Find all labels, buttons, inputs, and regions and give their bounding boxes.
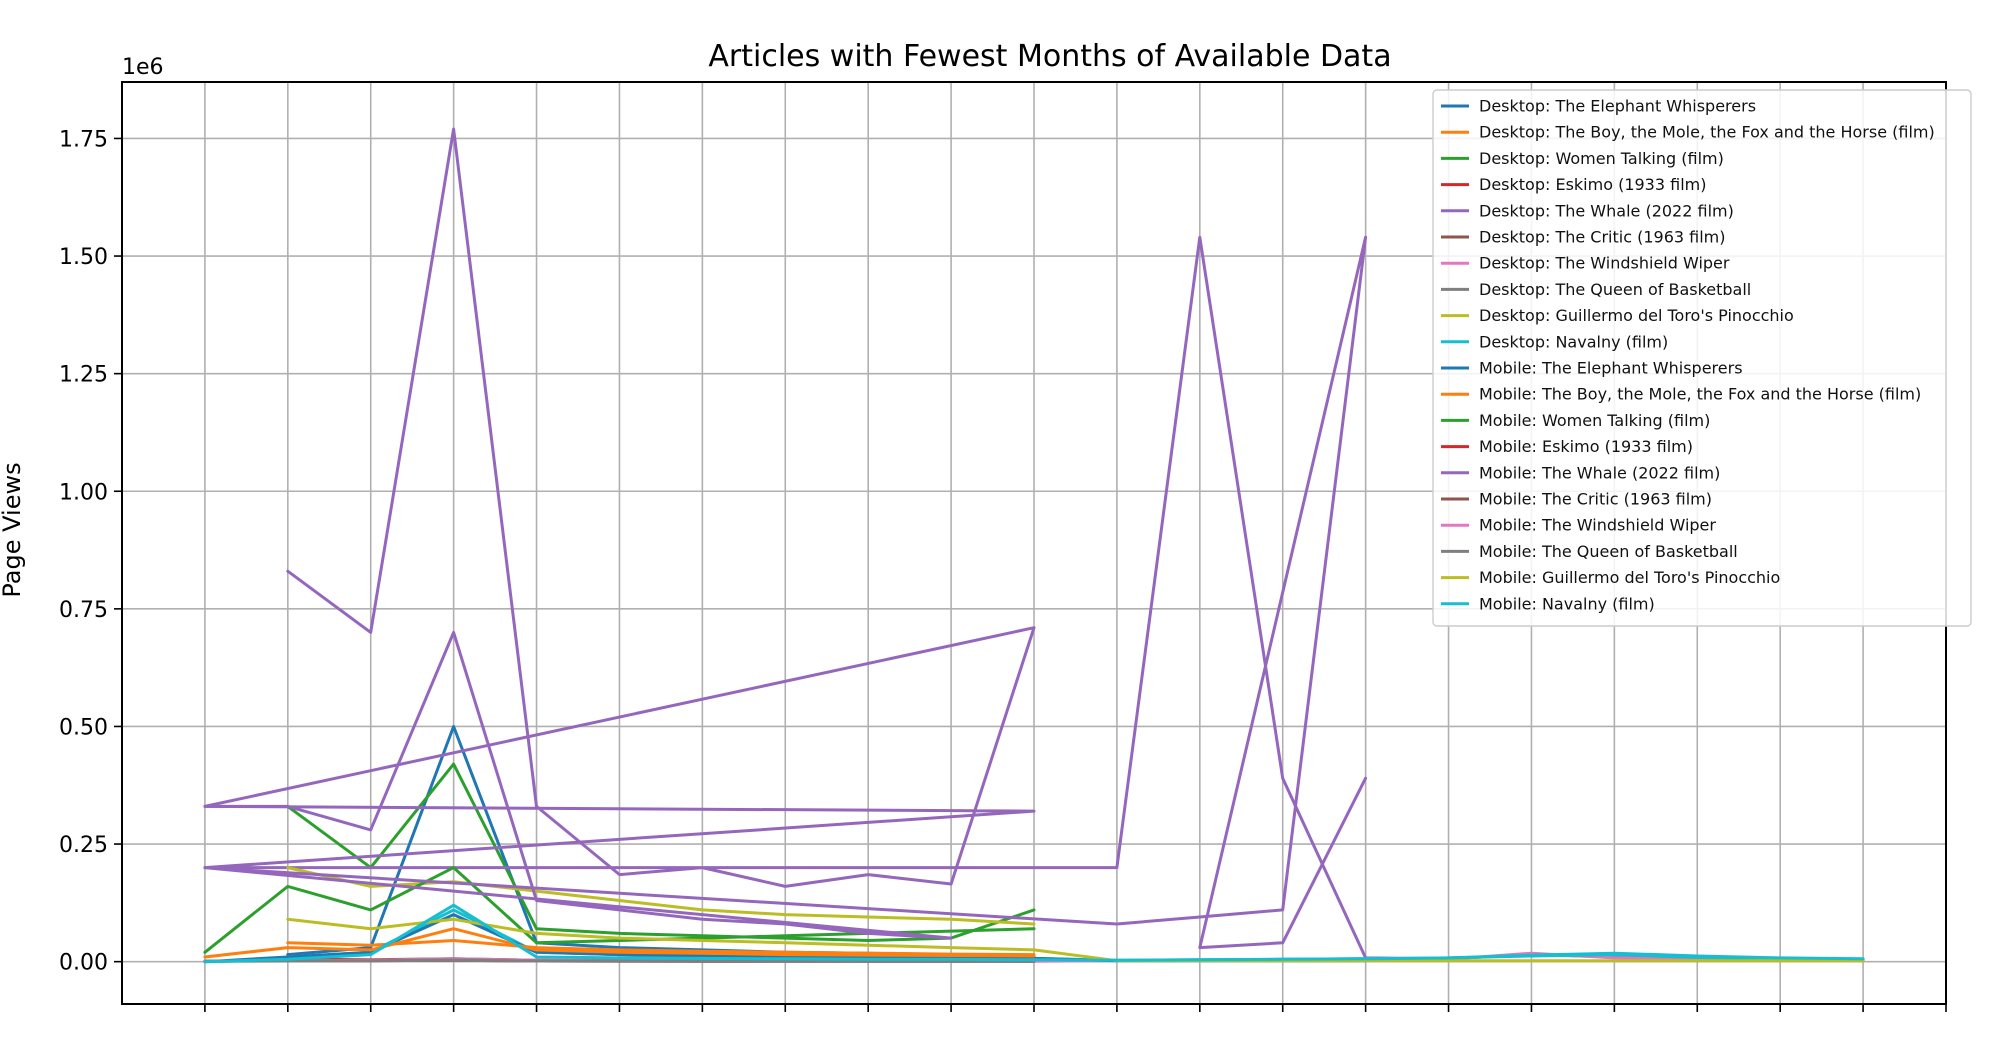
y-axis-multiplier: 1e6 [122, 55, 164, 80]
legend-entry: Desktop: Navalny (film) [1479, 332, 1668, 351]
series-line-9 [286, 866, 1036, 926]
y-tick-label: 1.00 [59, 480, 108, 505]
y-axis: 0.00 0.25 0.50 0.75 1.00 1.25 1.50 1.75 [59, 127, 122, 976]
series-line-12 [203, 927, 1036, 959]
legend-entry: Mobile: Guillermo del Toro's Pinocchio [1479, 568, 1780, 587]
legend-entry: Desktop: The Boy, the Mole, the Fox and … [1479, 123, 1935, 142]
legend-entry: Mobile: Navalny (film) [1479, 594, 1655, 613]
series-line-15 [203, 235, 1368, 950]
y-tick-label: 1.75 [59, 127, 108, 152]
y-tick-label: 0.25 [59, 833, 108, 858]
y-tick-label: 0.50 [59, 715, 108, 740]
legend: Desktop: The Elephant Whisperers Desktop:… [1432, 89, 1972, 627]
legend-entry: Mobile: The Queen of Basketball [1479, 542, 1738, 561]
legend-entry: Mobile: The Elephant Whisperers [1479, 359, 1743, 378]
legend-entry: Desktop: Women Talking (film) [1479, 149, 1724, 168]
legend-entry: Desktop: Eskimo (1933 film) [1479, 175, 1706, 194]
legend-entry: Desktop: The Queen of Basketball [1479, 280, 1751, 299]
y-tick-label: 1.25 [59, 363, 108, 388]
series-line-18 [203, 958, 1036, 963]
legend-entry: Desktop: The Critic (1963 film) [1479, 228, 1726, 247]
y-tick-label: 0.75 [59, 598, 108, 623]
legend-entry: Mobile: The Critic (1963 film) [1479, 490, 1712, 509]
legend-entry: Mobile: The Windshield Wiper [1479, 516, 1716, 535]
legend-entry: Mobile: Eskimo (1933 film) [1479, 437, 1693, 456]
y-axis-label: Page Views [0, 462, 26, 597]
legend-entry: Mobile: The Whale (2022 film) [1479, 463, 1720, 482]
series-line-19 [286, 917, 1865, 963]
x-axis [204, 1004, 1947, 1012]
legend-box [1432, 89, 1972, 627]
legend-entry: Desktop: The Windshield Wiper [1479, 254, 1730, 273]
y-tick-label: 0.00 [59, 951, 108, 976]
chart-title: Articles with Fewest Months of Available… [708, 39, 1391, 74]
legend-entry: Desktop: The Elephant Whisperers [1479, 97, 1756, 116]
series-line-20 [203, 903, 1865, 964]
legend-entry: Mobile: Women Talking (film) [1479, 411, 1710, 430]
legend-entry: Desktop: Guillermo del Toro's Pinocchio [1479, 306, 1794, 325]
series-line-2 [286, 939, 1036, 957]
plot-area [203, 127, 1865, 964]
legend-entry: Mobile: The Boy, the Mole, the Fox and t… [1479, 385, 1921, 404]
legend-entry: Desktop: The Whale (2022 film) [1479, 201, 1734, 220]
y-tick-label: 1.50 [59, 245, 108, 270]
series-line-3 [286, 762, 1036, 942]
